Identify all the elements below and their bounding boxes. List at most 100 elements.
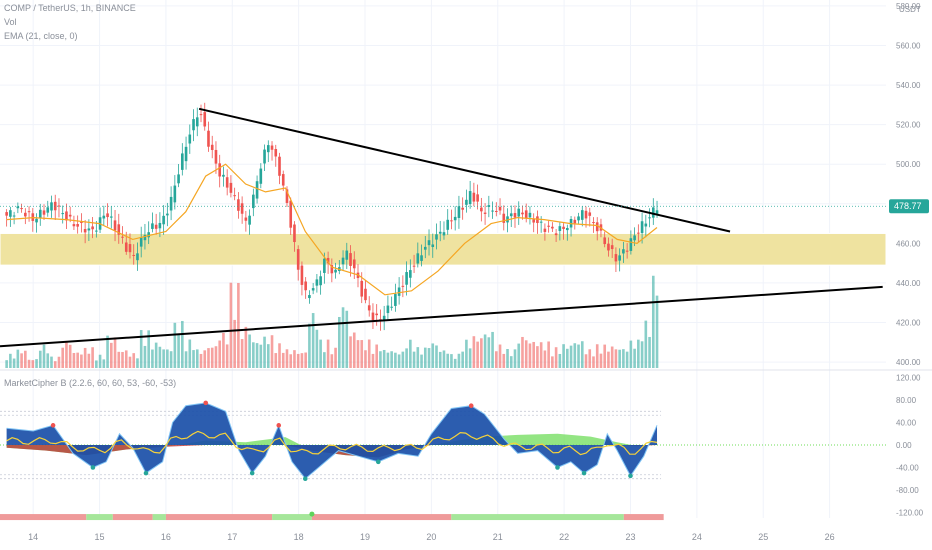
price-tick-label: 520.00	[896, 121, 921, 130]
symbol-legend[interactable]: COMP / TetherUS, 1h, BINANCE	[4, 3, 136, 13]
candle	[644, 214, 648, 238]
candle	[304, 277, 307, 299]
volume-bar	[566, 348, 569, 368]
volume-bar	[106, 335, 109, 368]
candle	[364, 279, 367, 304]
volume-bar	[409, 339, 412, 368]
buy-dot	[302, 476, 308, 481]
status-dot	[309, 511, 315, 517]
volume-bar	[607, 351, 610, 368]
candle	[218, 154, 222, 188]
candle	[625, 243, 629, 259]
volume-bar	[536, 346, 539, 368]
oscillator-tick-label: 120.00	[896, 374, 921, 383]
volume-bar	[569, 345, 573, 368]
volume-bar	[50, 356, 53, 368]
volume-bar	[472, 336, 476, 368]
volume-bar	[214, 346, 218, 368]
candle	[42, 204, 46, 220]
candle	[371, 303, 375, 329]
descending-trendline	[198, 107, 731, 233]
volume-bar	[588, 349, 592, 368]
candle	[136, 242, 139, 271]
last-price-label: 478.77	[894, 201, 922, 211]
volume-bar	[622, 349, 625, 368]
oscillator-tick-label: 0.00	[896, 441, 912, 450]
volume-bar	[573, 343, 577, 368]
volume-bar	[147, 330, 150, 368]
volume-bar	[655, 295, 659, 368]
candle	[651, 198, 655, 225]
candle	[480, 197, 483, 222]
volume-bar	[270, 335, 274, 368]
volume-bar	[580, 341, 584, 368]
candle	[584, 206, 588, 228]
volume-bar	[334, 347, 337, 368]
candle	[147, 221, 150, 245]
volume-bar	[259, 344, 263, 368]
candle	[117, 213, 121, 244]
candle	[285, 186, 289, 207]
volume-bar	[562, 344, 565, 368]
volume-bar	[181, 320, 184, 368]
volume-bar	[199, 353, 203, 368]
volume-bar	[326, 339, 330, 368]
oscillator-axis: 120.00 80.00 40.00 0.00 -40.00 -80.00 -120.00	[896, 374, 924, 518]
candle	[240, 196, 244, 224]
volume-bar	[528, 343, 532, 368]
candle	[80, 213, 83, 233]
volume-bar	[427, 348, 431, 368]
candle	[390, 296, 393, 311]
candle	[465, 189, 468, 213]
volume-bar	[450, 354, 453, 368]
time-tick-label: 20	[426, 532, 436, 542]
volume-bar	[487, 337, 491, 368]
volume-bar	[315, 329, 319, 368]
candle	[330, 258, 334, 283]
oscillator-tick-label: 80.00	[896, 396, 917, 405]
volume-bar	[390, 351, 393, 368]
volume-bar	[136, 358, 139, 368]
volume-bar	[547, 341, 550, 368]
volume-bar	[87, 353, 91, 368]
volume-bar	[225, 344, 229, 368]
volume-legend[interactable]: Vol	[4, 17, 17, 27]
volume-bar	[453, 358, 457, 368]
candle	[162, 205, 165, 235]
candle	[442, 221, 446, 240]
candle	[394, 283, 397, 312]
candle	[483, 203, 487, 225]
price-tick-label: 560.00	[896, 42, 921, 51]
candle	[461, 197, 464, 220]
wave-line	[6, 402, 658, 480]
volume-bar	[420, 354, 423, 368]
candle	[12, 211, 16, 225]
volume-bar	[237, 282, 240, 368]
oscillator-tick-label: -80.00	[896, 486, 919, 495]
candle	[637, 224, 640, 242]
candle	[457, 195, 461, 229]
volume-bar	[502, 353, 506, 368]
volume-bar	[158, 346, 162, 368]
oscillator-tick-label: -120.00	[896, 508, 924, 517]
volume-bar	[345, 310, 349, 368]
status-strip-segment	[112, 514, 153, 521]
volume-bar	[27, 359, 31, 368]
volume-bar	[498, 344, 502, 368]
candle	[566, 224, 569, 241]
candle	[491, 201, 494, 219]
oscillator-legend[interactable]: MarketCipher B (2.2.6, 60, 60, 53, -60, …	[4, 378, 177, 388]
candle	[293, 221, 296, 252]
candle	[640, 212, 644, 244]
volume-bar	[367, 339, 371, 368]
volume-bar	[124, 350, 128, 368]
volume-bar	[461, 351, 464, 368]
buy-dot	[581, 470, 587, 476]
volume-bar	[603, 344, 607, 368]
candle	[244, 210, 248, 232]
volume-bar	[539, 342, 543, 368]
volume-bar	[401, 351, 405, 368]
ema-legend[interactable]: EMA (21, close, 0)	[4, 31, 78, 41]
volume-bar	[154, 342, 158, 368]
